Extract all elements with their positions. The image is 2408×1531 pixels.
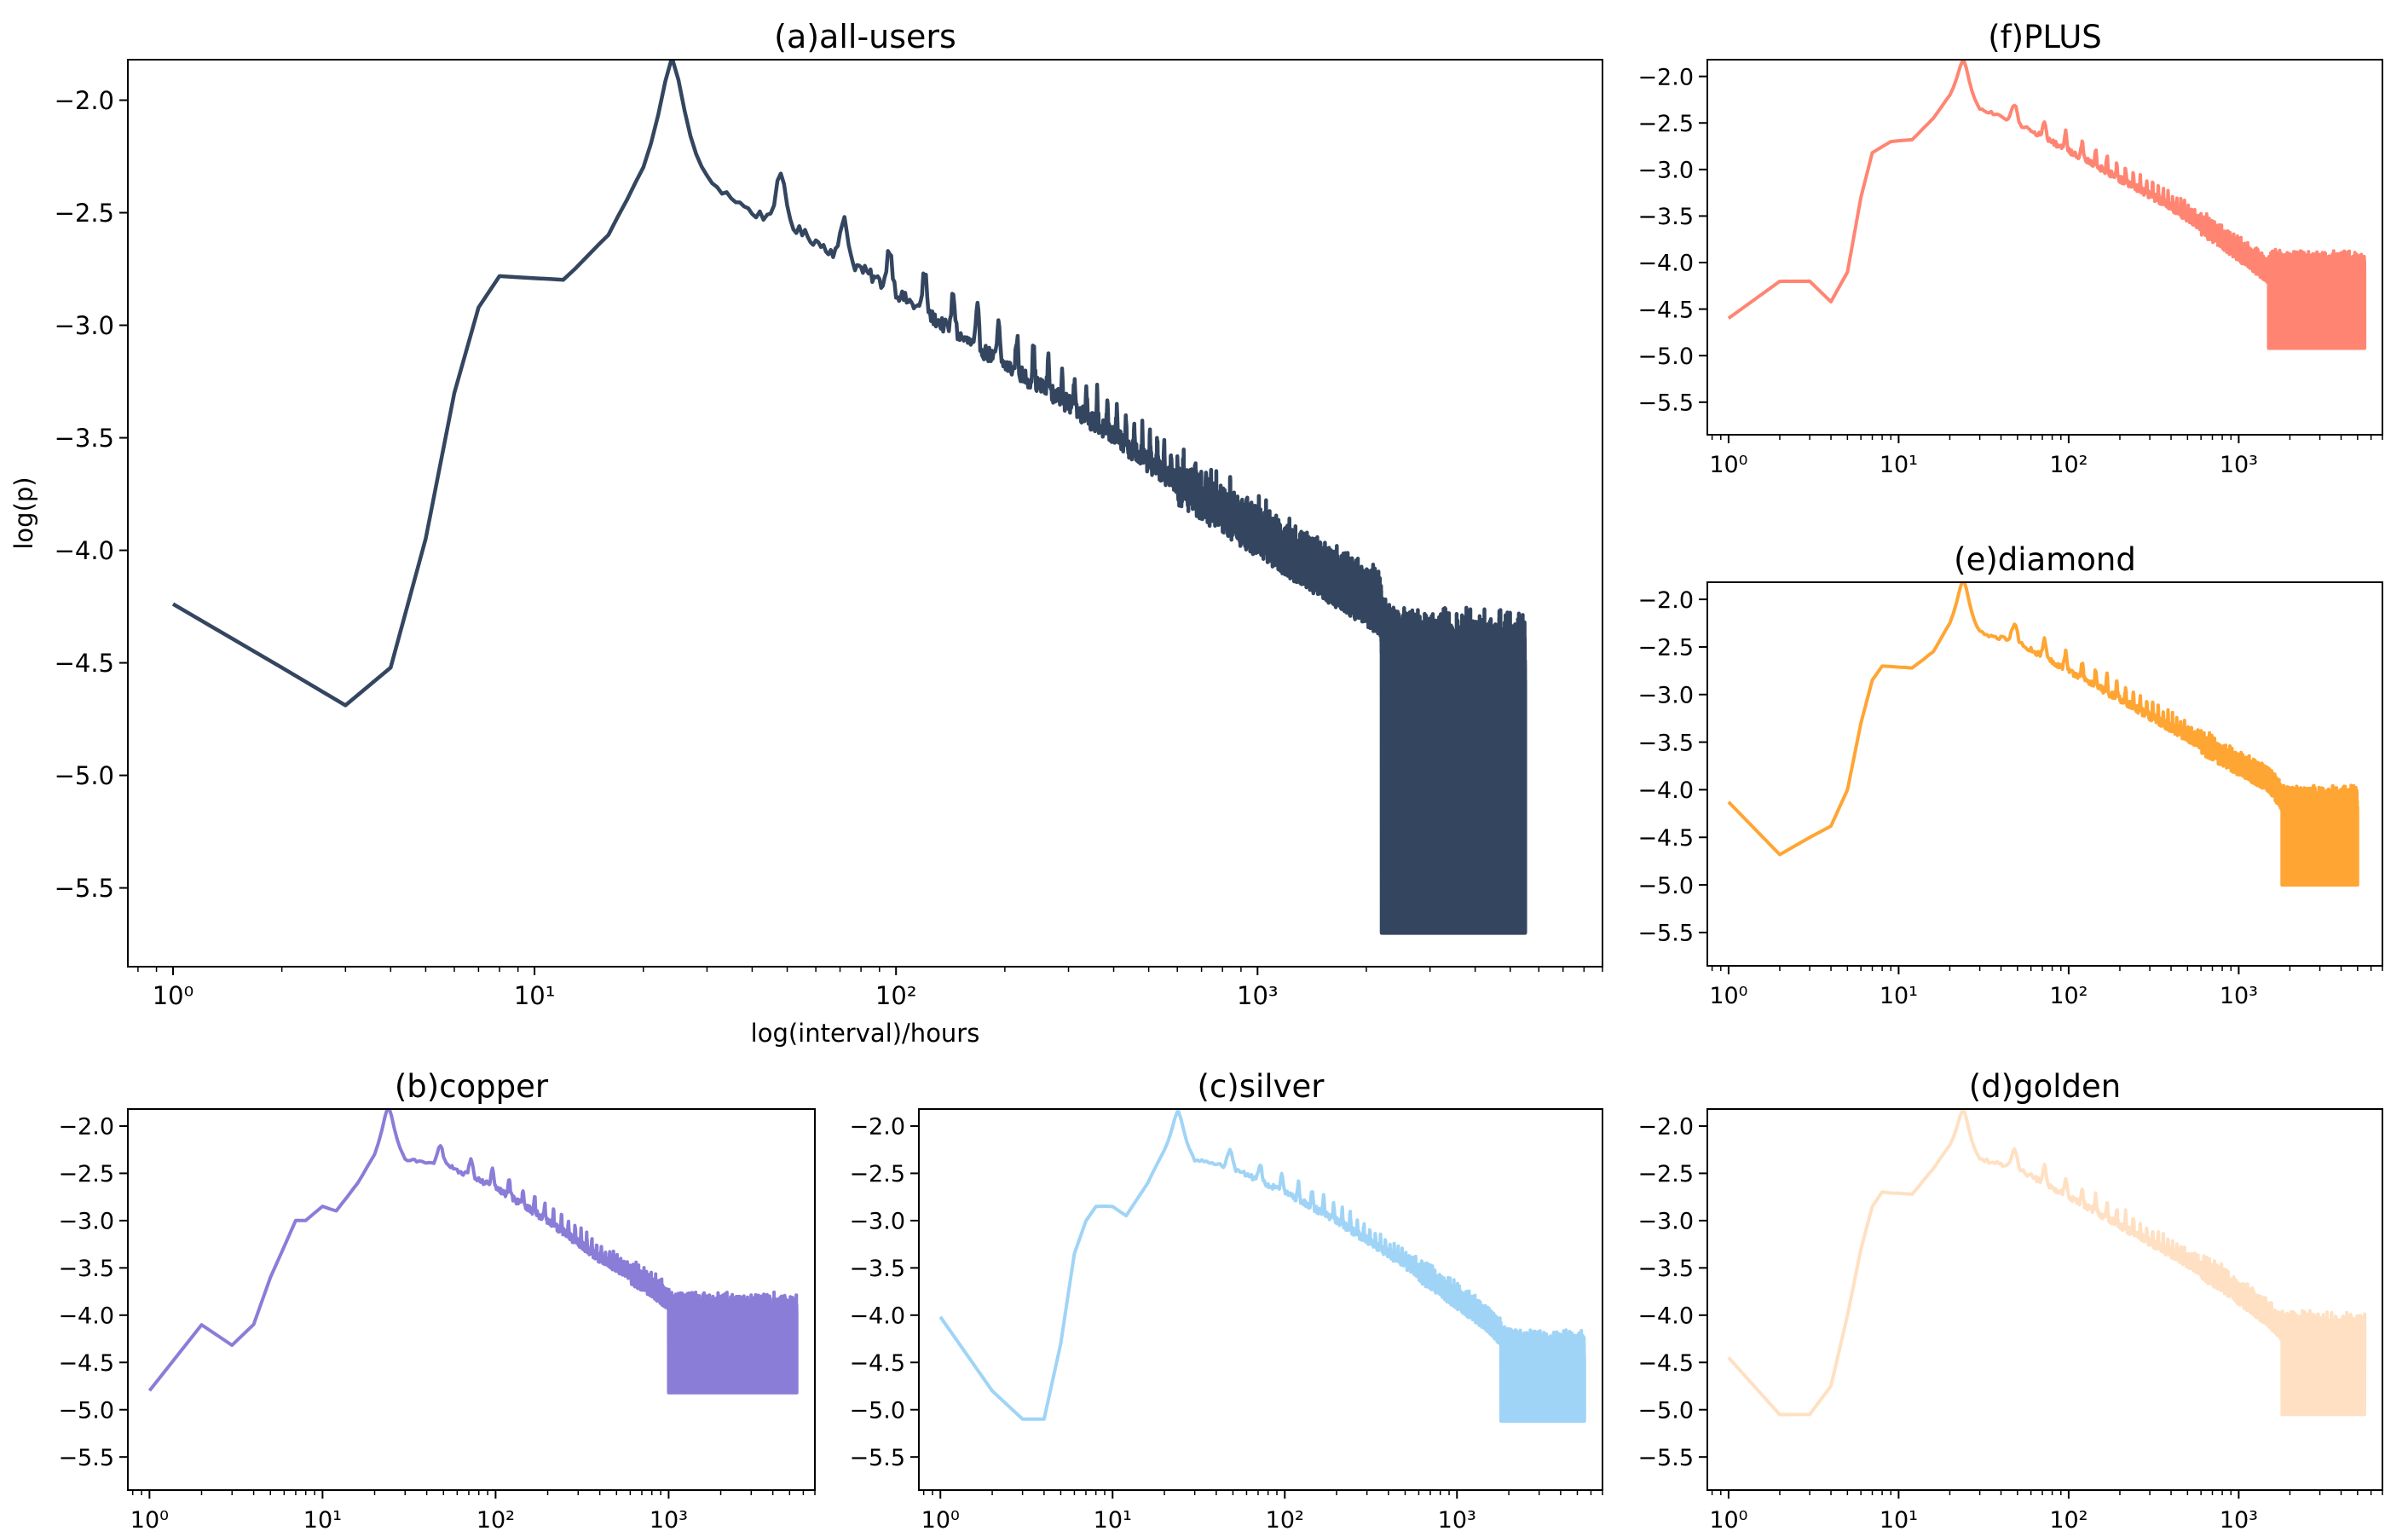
xtick-label: 10⁰ [1709,452,1747,478]
xtick-label: 10¹ [1880,983,1918,1009]
panel-e: −2.0 −2.5 −3.0 −3.5 −4.0 −4.5 −5.0 −5.5 10⁰ 10¹ 10… [1637,541,2383,1009]
ytick-label: −5.0 [1637,344,1694,370]
ytick-label: −4.5 [1637,825,1694,852]
xtick-label: 10¹ [1880,452,1918,478]
ytick-label: −3.5 [58,1256,114,1282]
ytick-label: −2.0 [1637,1114,1694,1141]
chart-title-f: (f)PLUS [1988,19,2102,55]
panel-a: −2.0 −2.5 −3.0 −3.5 −4.0 −4.5 −5.0 −5.5 10⁰ 10¹ 10… [9,18,1603,1048]
xtick-label: 10¹ [1880,1507,1918,1531]
ytick-label: −4.5 [58,1350,114,1377]
ytick-label: −3.5 [1637,1256,1694,1282]
ytick-label: −4.0 [1637,1303,1694,1330]
series-line-f [1727,60,2367,350]
ytick-label: −4.5 [1637,1350,1694,1377]
ytick-label: −4.5 [1637,297,1694,323]
chart-title-a: (a)all-users [774,18,956,55]
chart-title-c: (c)silver [1198,1068,1325,1105]
ytick-label: −2.0 [55,86,114,115]
ytick-label: −5.0 [58,1397,114,1424]
xtick-label: 10⁰ [153,981,194,1010]
panel-d: −2.0 −2.5 −3.0 −3.5 −4.0 −4.5 −5.0 −5.5 10⁰ 10¹ 10… [1637,1068,2383,1531]
xtick-label: 10³ [1438,1507,1476,1531]
ytick-label: −3.0 [1637,158,1694,184]
ytick-label: −4.0 [58,1303,114,1330]
axes-frame-d [1706,1108,2383,1491]
ytick-label: −3.0 [849,1209,905,1235]
series-line-d [1727,1109,2367,1417]
xtick-label: 10⁰ [1709,1507,1747,1531]
ytick-label: −3.0 [1637,1209,1694,1235]
ytick-label: −5.0 [55,761,114,790]
ytick-label: −5.0 [849,1397,905,1424]
xtick-label: 10² [1266,1507,1304,1531]
xtick-label: 10² [875,981,917,1010]
axes-frame-b [127,1108,816,1491]
xtick-label: 10¹ [514,981,556,1010]
ytick-label: −4.0 [1637,251,1694,277]
xtick-label: 10² [476,1507,515,1531]
xtick-label: 10³ [1237,981,1279,1010]
xtick-label: 10³ [2220,452,2258,478]
ytick-label: −3.0 [1637,682,1694,708]
xtick-label: 10² [2049,983,2088,1009]
ytick-label: −4.5 [849,1350,905,1377]
ytick-label: −2.5 [849,1161,905,1187]
chart-title-d: (d)golden [1969,1068,2121,1105]
xtick-label: 10¹ [303,1507,342,1531]
ytick-label: −2.5 [55,199,114,228]
ytick-label: −2.5 [1637,1161,1694,1187]
axes-frame-f [1706,59,2383,436]
ytick-label: −2.0 [58,1114,114,1141]
ytick-label: −2.0 [1637,64,1694,90]
chart-title-e: (e)diamond [1954,541,2136,578]
series-line-c [938,1109,1586,1423]
ytick-label: −3.5 [1637,204,1694,230]
xtick-label: 10³ [650,1507,688,1531]
series-line-a [171,60,1527,935]
panel-c: −2.0 −2.5 −3.0 −3.5 −4.0 −4.5 −5.0 −5.5 10⁰ 10¹ 10… [849,1068,1603,1531]
ytick-label: −4.0 [1637,777,1694,804]
ytick-label: −3.5 [1637,730,1694,756]
y-axis-label: log(p) [9,477,38,549]
xtick-label: 10¹ [1094,1507,1132,1531]
ytick-label: −2.0 [1637,587,1694,614]
ytick-label: −2.5 [58,1161,114,1187]
ytick-label: −5.5 [55,874,114,903]
ytick-label: −2.5 [1637,111,1694,137]
ytick-label: −4.0 [55,536,114,565]
ytick-label: −5.5 [1637,921,1694,947]
panel-f: −2.0 −2.5 −3.0 −3.5 −4.0 −4.5 −5.0 −5.5 10⁰ 10¹ 10… [1637,19,2383,478]
ytick-label: −5.0 [1637,873,1694,899]
ytick-label: −3.0 [55,311,114,340]
ytick-label: −2.5 [1637,635,1694,662]
ytick-label: −4.0 [849,1303,905,1330]
xtick-label: 10³ [2220,1507,2258,1531]
chart-title-b: (b)copper [395,1068,549,1105]
panel-b: −2.0 −2.5 −3.0 −3.5 −4.0 −4.5 −5.0 −5.5 10⁰ 10¹ 10… [58,1068,816,1531]
xtick-label: 10² [2049,452,2088,478]
xtick-label: 10⁰ [130,1507,169,1531]
ytick-label: −2.0 [849,1114,905,1141]
ytick-label: −3.5 [849,1256,905,1282]
x-axis-label: log(interval)/hours [751,1019,980,1048]
ytick-label: −5.5 [58,1445,114,1471]
axes-frame-c [918,1108,1603,1491]
ytick-label: −5.5 [1637,390,1694,417]
xtick-label: 10⁰ [921,1507,960,1531]
xtick-label: 10³ [2220,983,2258,1009]
ytick-label: −4.5 [55,649,114,678]
series-line-e [1727,582,2359,887]
series-line-b [147,1109,799,1395]
ytick-label: −5.5 [1637,1445,1694,1471]
ytick-label: −5.5 [849,1445,905,1471]
axes-frame-e [1706,581,2383,967]
xtick-label: 10⁰ [1709,983,1747,1009]
axes-frame-a [127,59,1603,968]
ytick-label: −3.5 [55,424,114,453]
ytick-label: −3.0 [58,1209,114,1235]
ytick-label: −5.0 [1637,1397,1694,1424]
xtick-label: 10² [2049,1507,2088,1531]
